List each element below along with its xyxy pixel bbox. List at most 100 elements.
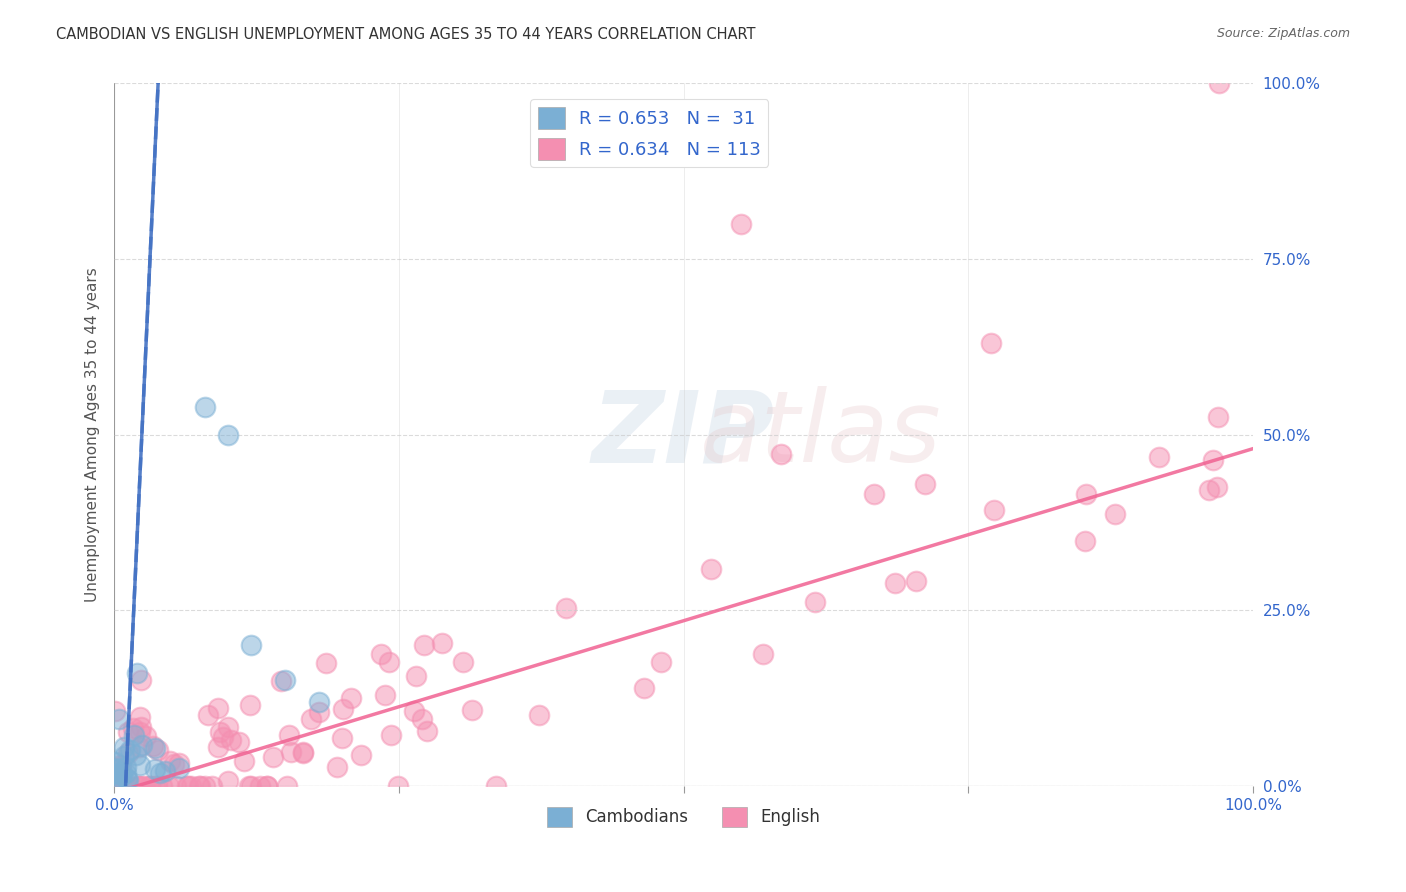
Point bbox=[110, 779, 132, 793]
Point bbox=[125, 747, 148, 762]
Point bbox=[129, 710, 152, 724]
Point bbox=[274, 673, 297, 688]
Point bbox=[177, 779, 200, 793]
Point bbox=[112, 779, 135, 793]
Point bbox=[122, 722, 145, 736]
Point bbox=[1205, 480, 1227, 494]
Point bbox=[104, 765, 127, 780]
Point bbox=[143, 779, 166, 793]
Point bbox=[107, 779, 129, 793]
Point bbox=[211, 731, 233, 745]
Point bbox=[132, 779, 155, 793]
Point bbox=[451, 655, 474, 669]
Point bbox=[292, 745, 315, 759]
Point bbox=[129, 720, 152, 734]
Point bbox=[370, 647, 392, 661]
Point bbox=[650, 656, 672, 670]
Point bbox=[430, 636, 453, 650]
Point bbox=[139, 779, 162, 793]
Point bbox=[249, 779, 271, 793]
Text: ZIP: ZIP bbox=[592, 386, 775, 483]
Point bbox=[217, 427, 239, 442]
Point bbox=[187, 779, 209, 793]
Point bbox=[460, 703, 482, 717]
Point bbox=[350, 748, 373, 763]
Point bbox=[200, 779, 222, 793]
Point bbox=[114, 748, 136, 763]
Point bbox=[412, 638, 434, 652]
Y-axis label: Unemployment Among Ages 35 to 44 years: Unemployment Among Ages 35 to 44 years bbox=[86, 268, 100, 602]
Point bbox=[145, 779, 167, 793]
Point bbox=[111, 768, 134, 782]
Point bbox=[117, 747, 139, 761]
Point bbox=[135, 729, 157, 743]
Point bbox=[278, 728, 301, 742]
Point bbox=[374, 688, 396, 702]
Point bbox=[125, 666, 148, 681]
Point bbox=[176, 779, 198, 793]
Point bbox=[405, 669, 427, 683]
Point bbox=[308, 694, 330, 708]
Point bbox=[118, 779, 141, 793]
Point bbox=[380, 728, 402, 742]
Point bbox=[387, 779, 409, 793]
Text: CAMBODIAN VS ENGLISH UNEMPLOYMENT AMONG AGES 35 TO 44 YEARS CORRELATION CHART: CAMBODIAN VS ENGLISH UNEMPLOYMENT AMONG … bbox=[56, 27, 756, 42]
Point bbox=[1202, 453, 1225, 467]
Point bbox=[700, 562, 723, 576]
Text: Source: ZipAtlas.com: Source: ZipAtlas.com bbox=[1216, 27, 1350, 40]
Point bbox=[633, 681, 655, 696]
Point bbox=[110, 759, 132, 773]
Point bbox=[143, 762, 166, 776]
Point bbox=[122, 728, 145, 742]
Point bbox=[340, 690, 363, 705]
Point bbox=[207, 740, 229, 755]
Point bbox=[1074, 534, 1097, 549]
Point bbox=[554, 600, 576, 615]
Point bbox=[117, 772, 139, 787]
Point bbox=[108, 757, 131, 772]
Point bbox=[378, 655, 401, 669]
Point bbox=[291, 746, 314, 760]
Point bbox=[115, 766, 138, 780]
Point bbox=[983, 502, 1005, 516]
Point bbox=[529, 707, 551, 722]
Point bbox=[280, 745, 302, 759]
Point bbox=[129, 673, 152, 687]
Point bbox=[239, 698, 262, 712]
Point bbox=[299, 712, 322, 726]
Point bbox=[108, 770, 131, 784]
Point bbox=[104, 774, 127, 789]
Point bbox=[884, 576, 907, 591]
Point bbox=[128, 739, 150, 754]
Point bbox=[159, 754, 181, 768]
Point bbox=[107, 766, 129, 780]
Point bbox=[142, 739, 165, 753]
Point bbox=[1198, 483, 1220, 498]
Point bbox=[197, 708, 219, 723]
Point bbox=[804, 595, 827, 609]
Legend: Cambodians, English: Cambodians, English bbox=[540, 800, 827, 834]
Point bbox=[115, 760, 138, 774]
Point bbox=[240, 779, 263, 793]
Point bbox=[219, 732, 242, 747]
Point bbox=[169, 761, 191, 775]
Point bbox=[105, 779, 128, 793]
Point bbox=[330, 731, 353, 745]
Point bbox=[207, 701, 229, 715]
Point bbox=[262, 749, 284, 764]
Point bbox=[1206, 410, 1229, 425]
Point bbox=[276, 779, 298, 793]
Point bbox=[256, 779, 278, 793]
Point bbox=[217, 774, 239, 789]
Point bbox=[238, 779, 260, 793]
Point bbox=[905, 574, 928, 588]
Point bbox=[150, 779, 173, 793]
Point bbox=[117, 773, 139, 788]
Point bbox=[107, 712, 129, 726]
Text: atlas: atlas bbox=[699, 386, 941, 483]
Point bbox=[402, 704, 425, 718]
Point bbox=[332, 702, 354, 716]
Point bbox=[315, 656, 337, 670]
Point bbox=[1074, 487, 1097, 501]
Point bbox=[1208, 77, 1230, 91]
